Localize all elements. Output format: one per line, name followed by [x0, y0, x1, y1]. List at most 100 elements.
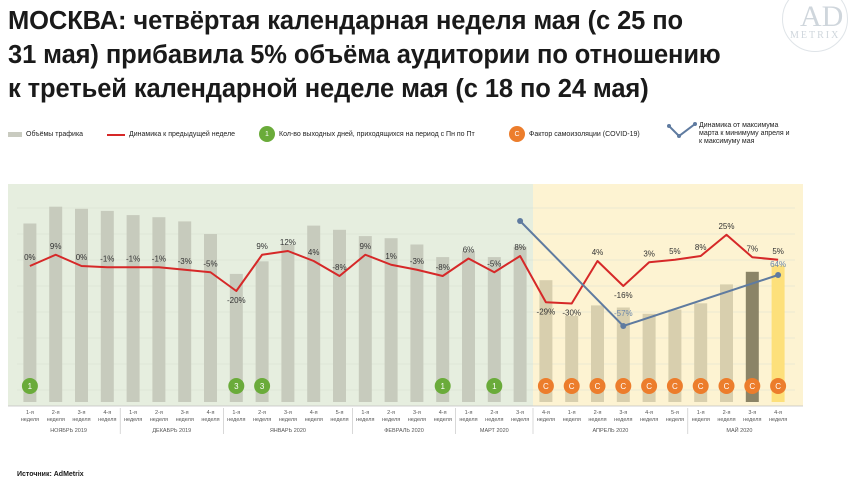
maxmin-point-label: 64% [770, 260, 786, 269]
traffic-bar [358, 236, 372, 402]
legend-covid-badge: С [509, 126, 525, 142]
weekend-badge [228, 378, 245, 394]
legend-dynamics-label: Динамика к предыдущей неделе [129, 131, 236, 138]
dynamics-data-label: -1% [152, 254, 166, 263]
weekend-badge [486, 378, 503, 394]
x-tick-label-unit: неделя [692, 417, 710, 423]
traffic-bar [616, 307, 630, 402]
dynamics-data-label: -20% [227, 296, 246, 305]
dynamics-data-label: 0% [24, 253, 36, 262]
legend-weekends-label: Кол-во выходных дней, приходящихся на пе… [279, 130, 475, 138]
x-tick-label-week: 3-я [78, 410, 86, 416]
traffic-bar [539, 280, 553, 402]
badge-label: 1 [492, 382, 497, 391]
traffic-bar [204, 234, 217, 402]
traffic-bar [513, 246, 527, 402]
x-tick-label-unit: неделя [201, 417, 219, 423]
badge-label: С [595, 382, 601, 391]
legend-maxmin-swatch [667, 122, 697, 138]
x-month-label: ФЕВРАЛЬ 2020 [384, 428, 424, 434]
legend-covid-label: Фактор самоизоляции (COVID-19) [529, 130, 640, 138]
badge-label: 3 [234, 382, 239, 391]
x-tick-label-unit: неделя [485, 417, 503, 423]
x-tick-label-week: 3-я [413, 410, 421, 416]
traffic-bar [178, 221, 192, 402]
dynamics-data-label: 12% [280, 238, 296, 247]
x-tick-label-week: 4-я [207, 410, 215, 416]
dynamics-data-label: -16% [614, 291, 633, 300]
x-tick-label-unit: неделя [176, 417, 194, 423]
period-badges: 1 3 3 1 1 С С С С С С С С С С [21, 378, 787, 394]
x-tick-label-week: 4-я [774, 410, 782, 416]
badge-label: 3 [260, 382, 265, 391]
covid-badge [692, 378, 709, 394]
dynamics-labels: 0% 9% 0% -1% -1% -1% -3% -5% -20% 9% 12% 4% -8% 9% 1% -… [24, 222, 784, 318]
badge-label: С [749, 382, 755, 391]
x-tick-label-week: 1-я [232, 410, 240, 416]
x-tick-label-unit: неделя [511, 417, 529, 423]
traffic-bar [720, 284, 733, 402]
x-tick-label-unit: неделя [150, 417, 168, 423]
badge-label: С [646, 382, 652, 391]
traffic-bar [410, 244, 424, 402]
x-month-label: АПРЕЛЬ 2020 [592, 428, 628, 434]
dynamics-data-label: 6% [463, 246, 475, 255]
x-month-label: НОЯБРЬ 2019 [50, 428, 87, 434]
x-month-label: ЯНВАРЬ 2020 [270, 428, 306, 434]
x-tick-label-week: 4-я [103, 410, 111, 416]
traffic-bar [384, 238, 398, 402]
admetrix-logo: AD METRIX [780, 0, 850, 60]
badge-label: С [569, 382, 575, 391]
logo-text-metrix: METRIX [790, 30, 841, 41]
x-tick-label-unit: неделя [717, 417, 735, 423]
x-tick-label-week: 1-я [568, 410, 576, 416]
x-tick-label-unit: неделя [537, 417, 555, 423]
dynamics-data-label: 25% [718, 222, 734, 231]
dynamics-data-label: -3% [178, 257, 192, 266]
x-tick-label-week: 2-я [52, 410, 60, 416]
x-tick-label-week: 2-я [594, 410, 602, 416]
traffic-bar [307, 225, 321, 402]
x-tick-label-unit: неделя [408, 417, 426, 423]
covid-badge [744, 378, 761, 394]
x-tick-label-week: 1-я [697, 410, 705, 416]
dynamics-data-label: 8% [514, 243, 526, 252]
dynamics-series-line [29, 233, 779, 305]
legend-weekends-badge: 1 [259, 126, 275, 142]
covid-badge [641, 378, 658, 394]
traffic-bar [126, 215, 140, 402]
traffic-bar [462, 250, 475, 402]
dynamics-data-label: -1% [100, 254, 114, 263]
x-tick-label-unit: неделя [124, 417, 142, 423]
x-tick-label-week: 3-я [516, 410, 524, 416]
logo-text-ad: AD [800, 0, 844, 33]
x-tick-label-unit: неделя [382, 417, 400, 423]
x-tick-label-unit: неделя [640, 417, 658, 423]
title-line: 31 мая) прибавила 5% объёма аудитории по… [8, 41, 721, 69]
maxmin-point-label: -57% [614, 309, 633, 318]
traffic-bar [436, 257, 450, 402]
dynamics-data-label: 9% [360, 242, 372, 251]
dynamics-data-label: -8% [436, 263, 450, 272]
x-tick-label-week: 2-я [258, 410, 266, 416]
x-tick-label-unit: неделя [21, 417, 39, 423]
traffic-bar [281, 244, 295, 402]
x-tick-label-unit: неделя [356, 417, 374, 423]
covid-badge [770, 378, 787, 394]
x-tick-label-unit: неделя [279, 417, 297, 423]
badge-label: С [620, 382, 626, 391]
x-tick-label-unit: неделя [227, 417, 245, 423]
legend-maxmin-label-2: марта к минимуму апреля и [699, 130, 790, 137]
x-tick-label-unit: неделя [588, 417, 606, 423]
x-tick-label-week: 2-я [723, 410, 731, 416]
dynamics-data-label: -30% [562, 309, 581, 318]
dynamics-data-label: 4% [308, 248, 320, 257]
dynamics-data-label: -1% [126, 254, 140, 263]
x-tick-label-unit: неделя [666, 417, 684, 423]
dynamics-data-label: 9% [50, 242, 62, 251]
x-tick-label-week: 3-я [181, 410, 189, 416]
badge-label: С [672, 382, 678, 391]
dynamics-data-label: -29% [537, 307, 556, 316]
legend-dynamics-swatch [107, 133, 125, 136]
x-tick-label-unit: неделя [563, 417, 581, 423]
